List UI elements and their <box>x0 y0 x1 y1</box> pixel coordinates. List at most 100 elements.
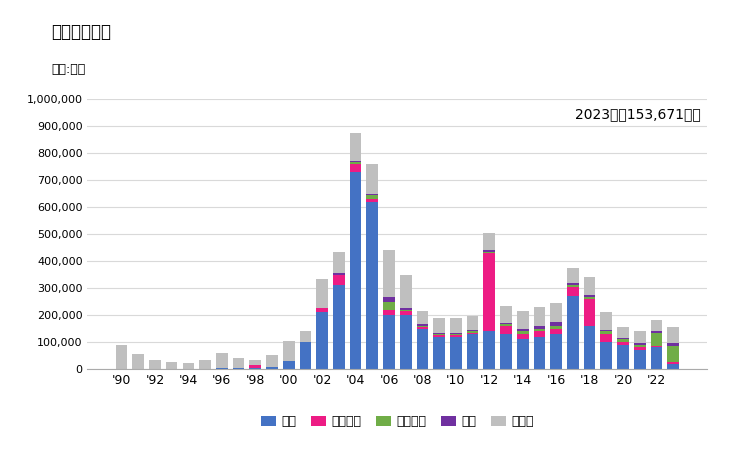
Bar <box>584 299 596 326</box>
Bar <box>601 334 612 342</box>
Bar <box>433 318 445 333</box>
Bar <box>316 308 328 312</box>
Bar <box>233 358 244 368</box>
Bar <box>601 331 612 334</box>
Bar <box>567 283 579 285</box>
Bar <box>467 334 478 369</box>
Bar <box>534 337 545 369</box>
Bar <box>550 322 562 326</box>
Bar <box>165 362 177 369</box>
Bar <box>149 360 161 369</box>
Bar <box>333 274 345 285</box>
Bar <box>617 339 629 342</box>
Bar <box>550 328 562 334</box>
Bar <box>500 306 512 323</box>
Bar <box>266 355 278 367</box>
Bar <box>383 302 395 310</box>
Bar <box>601 342 612 369</box>
Text: 単位:平米: 単位:平米 <box>51 63 85 76</box>
Bar <box>617 342 629 345</box>
Bar <box>333 273 345 274</box>
Bar <box>450 333 461 334</box>
Bar <box>467 331 478 333</box>
Bar <box>467 330 478 331</box>
Bar <box>350 162 362 164</box>
Bar <box>534 328 545 331</box>
Bar <box>350 133 362 161</box>
Bar <box>367 202 378 369</box>
Bar <box>650 331 662 333</box>
Bar <box>667 362 679 364</box>
Bar <box>500 323 512 324</box>
Bar <box>333 285 345 369</box>
Bar <box>667 364 679 369</box>
Bar <box>399 315 411 369</box>
Bar <box>199 360 211 369</box>
Bar <box>601 330 612 331</box>
Bar <box>216 353 227 368</box>
Bar <box>416 327 428 328</box>
Bar <box>584 277 596 295</box>
Bar <box>567 296 579 369</box>
Bar <box>249 360 261 365</box>
Bar <box>399 274 411 308</box>
Bar <box>383 250 395 297</box>
Bar <box>416 328 428 369</box>
Bar <box>383 315 395 369</box>
Bar <box>534 326 545 328</box>
Bar <box>133 354 144 369</box>
Bar <box>316 279 328 308</box>
Bar <box>483 331 495 369</box>
Bar <box>233 368 244 369</box>
Bar <box>467 333 478 334</box>
Bar <box>550 334 562 369</box>
Bar <box>216 368 227 369</box>
Bar <box>650 320 662 331</box>
Bar <box>433 337 445 369</box>
Bar <box>617 327 629 338</box>
Bar <box>634 331 646 343</box>
Bar <box>517 331 529 334</box>
Bar <box>416 311 428 324</box>
Bar <box>601 312 612 330</box>
Bar <box>634 345 646 347</box>
Bar <box>650 347 662 369</box>
Bar <box>316 312 328 369</box>
Bar <box>399 310 411 311</box>
Bar <box>550 303 562 322</box>
Bar <box>333 252 345 273</box>
Bar <box>350 172 362 369</box>
Bar <box>567 287 579 296</box>
Bar <box>667 346 679 362</box>
Bar <box>399 308 411 310</box>
Legend: 中国, ベトナム, イタリア, 米国, その他: 中国, ベトナム, イタリア, 米国, その他 <box>256 410 539 433</box>
Bar <box>567 285 579 287</box>
Bar <box>483 233 495 250</box>
Bar <box>483 252 495 253</box>
Bar <box>567 268 579 283</box>
Bar <box>367 195 378 199</box>
Text: 輸出量の推移: 輸出量の推移 <box>51 22 111 40</box>
Bar <box>500 334 512 369</box>
Bar <box>584 326 596 369</box>
Bar <box>450 334 461 335</box>
Bar <box>634 347 646 350</box>
Bar <box>584 297 596 299</box>
Bar <box>433 334 445 335</box>
Bar <box>483 253 495 331</box>
Bar <box>483 250 495 252</box>
Bar <box>667 327 679 343</box>
Bar <box>266 367 278 369</box>
Bar <box>283 341 295 361</box>
Bar <box>550 326 562 328</box>
Bar <box>433 333 445 334</box>
Bar <box>650 333 662 346</box>
Bar <box>249 368 261 369</box>
Bar <box>634 350 646 369</box>
Text: 2023年：153,671平米: 2023年：153,671平米 <box>575 107 701 121</box>
Bar <box>367 194 378 195</box>
Bar <box>300 331 311 342</box>
Bar <box>467 316 478 330</box>
Bar <box>500 324 512 326</box>
Bar <box>450 337 461 369</box>
